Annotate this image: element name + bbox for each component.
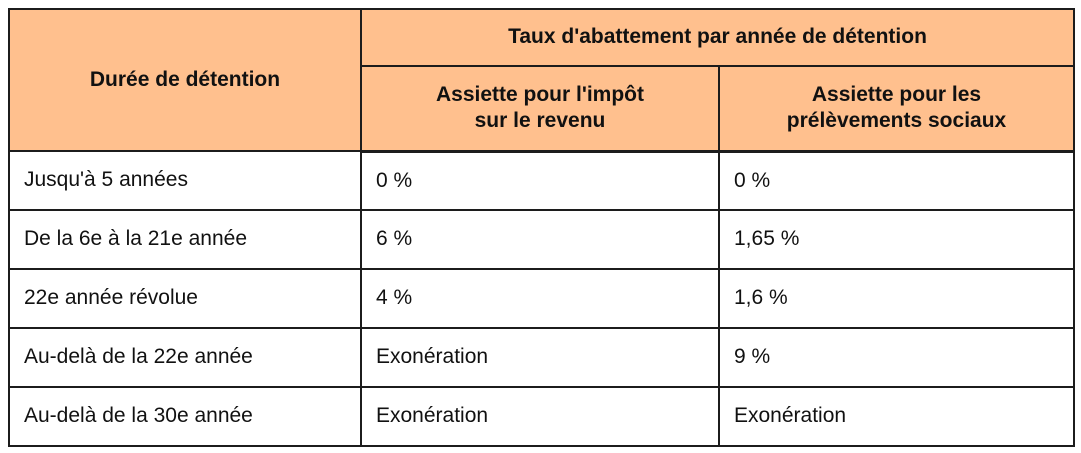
- cell-income-tax: 4 %: [360, 268, 720, 329]
- cell-income-tax: 0 %: [360, 150, 720, 211]
- header-cell-social-levies: Assiette pour les prélèvements sociaux: [718, 65, 1075, 153]
- cell-duration: Jusqu'à 5 années: [8, 150, 362, 211]
- cell-duration: De la 6e à la 21e année: [8, 209, 362, 270]
- header-row-1: Durée de détention Taux d'abattement par…: [8, 8, 1075, 152]
- table-row: Jusqu'à 5 années 0 % 0 %: [8, 150, 1075, 211]
- cell-income-tax: Exonération: [360, 327, 720, 388]
- cell-social-levies: Exonération: [718, 386, 1075, 447]
- cell-duration: Au-delà de la 30e année: [8, 386, 362, 447]
- header-cell-rate-group: Taux d'abattement par année de détention: [360, 8, 1075, 67]
- cell-social-levies: 9 %: [718, 327, 1075, 388]
- cell-income-tax: Exonération: [360, 386, 720, 447]
- table-header: Durée de détention Taux d'abattement par…: [8, 8, 1075, 153]
- header-row-2: Assiette pour l'impôt sur le revenu Assi…: [9, 65, 1075, 153]
- table-row: De la 6e à la 21e année 6 % 1,65 %: [8, 209, 1075, 270]
- table-row: Au-delà de la 22e année Exonération 9 %: [8, 327, 1075, 388]
- cell-social-levies: 1,6 %: [718, 268, 1075, 329]
- cell-duration: 22e année révolue: [8, 268, 362, 329]
- header-cell-duration: Durée de détention: [8, 8, 362, 152]
- table-row: 22e année révolue 4 % 1,6 %: [8, 268, 1075, 329]
- cell-social-levies: 1,65 %: [718, 209, 1075, 270]
- cell-social-levies: 0 %: [718, 150, 1075, 211]
- cell-duration: Au-delà de la 22e année: [8, 327, 362, 388]
- cell-income-tax: 6 %: [360, 209, 720, 270]
- table-body: Jusqu'à 5 années 0 % 0 % De la 6e à la 2…: [8, 150, 1075, 447]
- abatement-rates-table: Durée de détention Taux d'abattement par…: [8, 8, 1075, 447]
- table-row: Au-delà de la 30e année Exonération Exon…: [8, 386, 1075, 447]
- header-cell-income-tax: Assiette pour l'impôt sur le revenu: [360, 65, 720, 153]
